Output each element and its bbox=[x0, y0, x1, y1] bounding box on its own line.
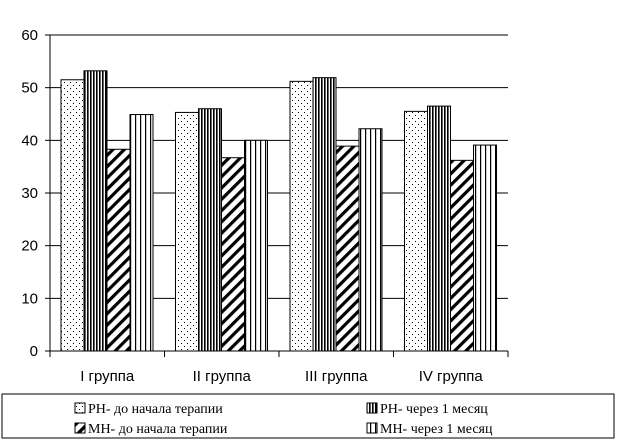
bar bbox=[450, 159, 474, 352]
y-tick-label: 50 bbox=[21, 80, 38, 97]
bar bbox=[129, 114, 154, 352]
bar bbox=[335, 145, 360, 352]
bar bbox=[427, 105, 451, 352]
y-tick-label: 40 bbox=[21, 132, 38, 149]
x-category-label: II группа bbox=[193, 368, 252, 385]
bar bbox=[175, 111, 199, 352]
x-category-label: III группа bbox=[305, 368, 368, 385]
bar bbox=[312, 77, 337, 352]
x-category-label: I группа bbox=[80, 368, 135, 385]
bar bbox=[244, 139, 268, 352]
bar bbox=[358, 128, 383, 352]
bars bbox=[60, 70, 497, 352]
legend-swatch bbox=[74, 422, 86, 434]
legend-label: РН- через 1 месяц bbox=[380, 402, 488, 417]
y-tick-labels: 0 10 20 30 40 50 60 bbox=[21, 27, 50, 360]
legend-box bbox=[1, 393, 615, 439]
legend-swatch bbox=[366, 422, 378, 434]
legend-label: РН- до начала терапии bbox=[88, 402, 223, 417]
legend: РН- до начала терапии РН- через 1 месяц МН… bbox=[1, 393, 615, 439]
bar bbox=[289, 80, 314, 352]
y-tick-label: 60 bbox=[21, 27, 38, 44]
bar bbox=[106, 148, 131, 352]
legend-label: МН- через 1 месяц bbox=[380, 422, 493, 437]
x-category-label: IV группа bbox=[419, 368, 484, 385]
bar bbox=[473, 144, 497, 352]
bar bbox=[83, 70, 108, 352]
bar bbox=[221, 157, 245, 352]
y-tick-label: 20 bbox=[21, 238, 38, 255]
y-tick-label: 0 bbox=[30, 343, 38, 360]
legend-label: МН- до начала терапии bbox=[88, 422, 228, 437]
bar bbox=[60, 79, 85, 352]
legend-swatch bbox=[74, 402, 86, 414]
y-tick-label: 10 bbox=[21, 290, 38, 307]
bar bbox=[404, 110, 428, 352]
legend-swatch bbox=[366, 402, 378, 414]
x-category-labels: I группа II группа III группа IV группа bbox=[49, 351, 509, 385]
y-tick-label: 30 bbox=[21, 185, 38, 202]
bar bbox=[198, 108, 222, 352]
